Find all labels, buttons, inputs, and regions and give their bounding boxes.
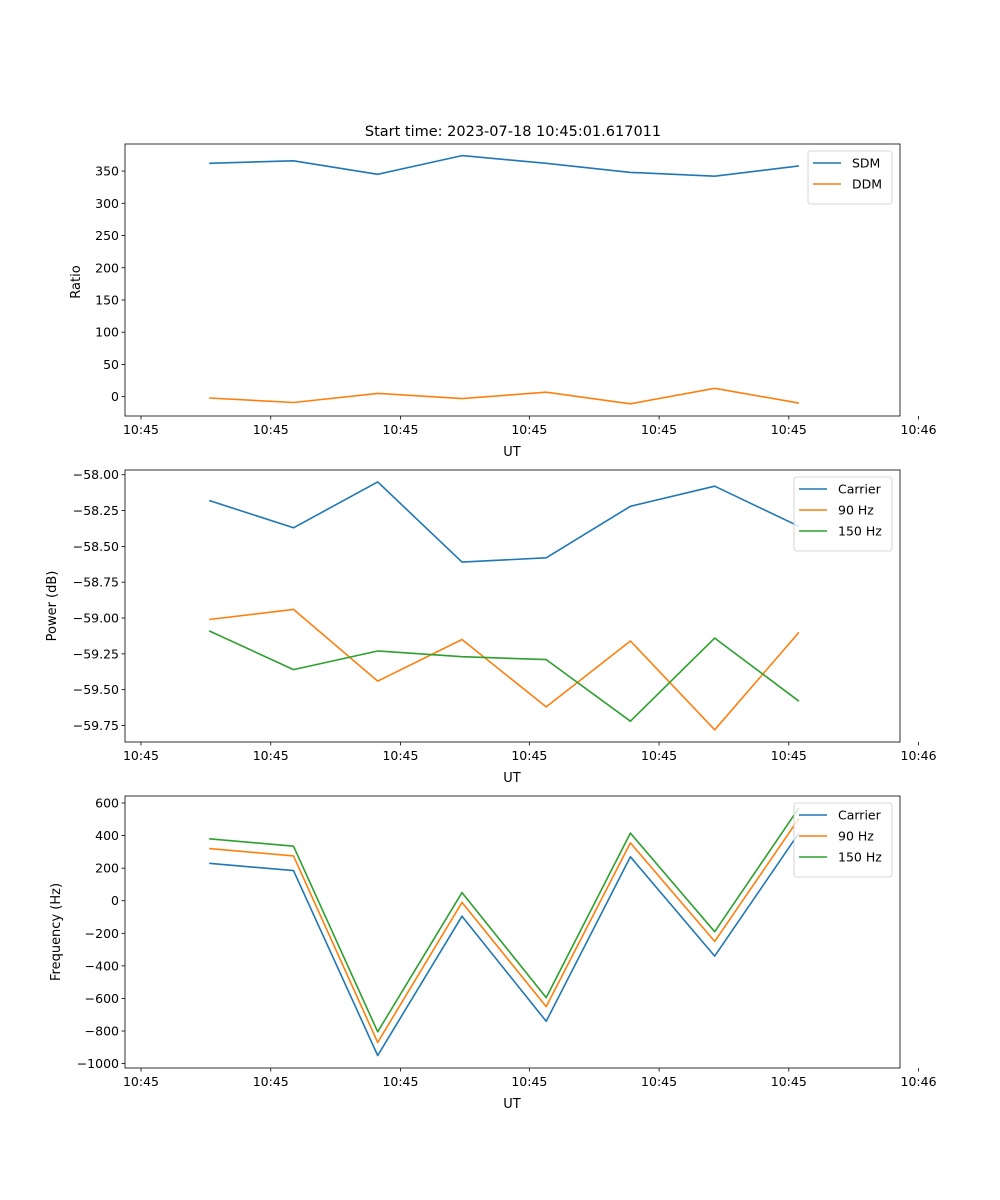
- frequency-legend-label: Carrier: [838, 808, 882, 823]
- frequency-ytick-label: 400: [95, 828, 119, 843]
- power-series-carrier-line: [208, 481, 800, 563]
- power-xtick-label: 10:45: [123, 748, 159, 763]
- power-ytick-label: −58.25: [73, 503, 119, 518]
- frequency-y-label: Frequency (Hz): [49, 883, 64, 981]
- frequency-axes-frame: [124, 795, 901, 1069]
- frequency-ytick-label: −1000: [77, 1056, 119, 1071]
- power-ytick-label: −58.75: [73, 575, 119, 590]
- ratio-xtick-label: 10:45: [123, 422, 159, 437]
- ratio-ytick-label: 250: [95, 228, 119, 243]
- frequency-xtick-label: 10:45: [382, 1074, 418, 1089]
- frequency-x-label: UT: [503, 1097, 521, 1112]
- frequency-ytick-label: 200: [95, 861, 119, 876]
- power-series-90-hz-line: [209, 608, 800, 731]
- power-legend-box: [793, 476, 893, 552]
- power-ytick-label: −58.00: [73, 467, 119, 482]
- power-y-label: Power (dB): [45, 571, 60, 642]
- frequency-legend: Carrier 90 Hz 150 Hz: [793, 802, 893, 878]
- ratio-xtick-label: 10:46: [901, 422, 937, 437]
- frequency-series-150-hz-line: [209, 807, 800, 1033]
- ratio-x-label: UT: [503, 445, 521, 460]
- frequency-panel: Frequency (Hz) UT 600 400 200 0 −200 −400 −600…: [49, 796, 937, 1112]
- ratio-ytick-label: 150: [95, 292, 119, 307]
- power-xtick-label: 10:45: [641, 748, 677, 763]
- ratio-xtick-label: 10:45: [771, 422, 807, 437]
- power-xtick-label: 10:45: [253, 748, 289, 763]
- ratio-axes-frame: [124, 143, 901, 417]
- frequency-ytick-label: −200: [85, 926, 119, 941]
- power-legend-label: 90 Hz: [838, 503, 874, 518]
- ratio-xtick-label: 10:45: [641, 422, 677, 437]
- ratio-ytick-label: 200: [95, 260, 119, 275]
- power-ytick-label: −59.00: [73, 611, 119, 626]
- frequency-legend-label: 90 Hz: [838, 829, 874, 844]
- figure-title: Start time: 2023-07-18 10:45:01.617011: [365, 124, 661, 140]
- frequency-xtick-label: 10:45: [253, 1074, 289, 1089]
- power-legend-label: 150 Hz: [838, 524, 882, 539]
- ratio-legend-label: DDM: [852, 177, 882, 192]
- ratio-ytick-label: 0: [111, 389, 119, 404]
- frequency-legend-label: 150 Hz: [838, 850, 882, 865]
- ratio-legend-box: [807, 150, 893, 205]
- power-legend-label: Carrier: [838, 482, 882, 497]
- power-ytick-label: −59.50: [73, 682, 119, 697]
- ratio-ytick-label: 350: [95, 164, 119, 179]
- frequency-ytick-label: 0: [111, 893, 119, 908]
- power-axes-frame: [124, 469, 901, 743]
- power-ytick-label: −58.50: [73, 539, 119, 554]
- ratio-xtick-label: 10:45: [253, 422, 289, 437]
- power-xtick-label: 10:45: [382, 748, 418, 763]
- power-legend: Carrier 90 Hz 150 Hz: [793, 476, 893, 552]
- power-xtick-label: 10:46: [901, 748, 937, 763]
- ratio-series-sdm-line: [209, 154, 799, 177]
- frequency-ytick-label: −800: [85, 1024, 119, 1039]
- ratio-xtick-label: 10:45: [511, 422, 547, 437]
- ratio-ytick-label: 100: [95, 325, 119, 340]
- power-panel: Power (dB) UT −58.00 −58.25 −58.50 −58.75 −5…: [45, 467, 937, 786]
- frequency-xtick-label: 10:45: [771, 1074, 807, 1089]
- power-series-150-hz-line: [208, 630, 800, 723]
- power-x-label: UT: [503, 771, 521, 786]
- frequency-series-90-hz-line: [209, 818, 800, 1044]
- power-xtick-label: 10:45: [771, 748, 807, 763]
- ratio-legend: SDM DDM: [807, 150, 893, 205]
- frequency-ytick-label: −600: [85, 991, 119, 1006]
- ratio-ytick-label: 300: [95, 196, 119, 211]
- ratio-panel: Ratio UT 0 50 100 150 200 250 300 350 10:45 10:45…: [69, 143, 937, 460]
- power-ytick-label: −59.75: [73, 718, 119, 733]
- frequency-ytick-label: 600: [95, 796, 119, 811]
- frequency-ytick-label: −400: [85, 958, 119, 973]
- frequency-series-carrier-line: [209, 832, 800, 1057]
- power-ytick-label: −59.25: [73, 646, 119, 661]
- frequency-xtick-label: 10:45: [641, 1074, 677, 1089]
- power-xtick-label: 10:45: [511, 748, 547, 763]
- ratio-y-label: Ratio: [69, 265, 84, 298]
- ratio-series-ddm-line: [209, 387, 800, 405]
- frequency-xtick-label: 10:45: [511, 1074, 547, 1089]
- frequency-legend-box: [793, 802, 893, 878]
- ratio-xtick-label: 10:45: [382, 422, 418, 437]
- ratio-ytick-label: 50: [103, 357, 119, 372]
- frequency-xtick-label: 10:46: [901, 1074, 937, 1089]
- ratio-legend-label: SDM: [852, 156, 880, 171]
- frequency-xtick-label: 10:45: [123, 1074, 159, 1089]
